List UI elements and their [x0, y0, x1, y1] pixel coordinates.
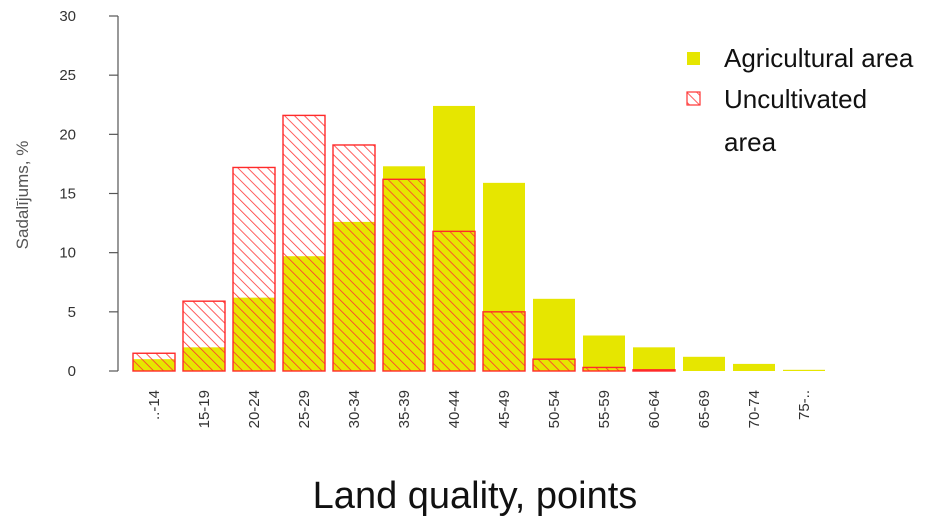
x-tick-label: 65-69 — [696, 390, 713, 428]
x-tick-label: 35-39 — [396, 390, 413, 428]
y-tick-label: 25 — [59, 67, 76, 84]
x-tick-label: ..-14 — [146, 390, 163, 420]
bar-uncultivated — [132, 352, 176, 372]
legend-label-agricultural: Agricultural area — [724, 43, 914, 73]
x-tick-label: 20-24 — [246, 390, 263, 428]
y-tick-label: 5 — [68, 304, 76, 321]
uncultivated-bars — [132, 114, 676, 372]
bar-agricultural — [683, 356, 725, 371]
bar-agricultural — [783, 369, 825, 371]
x-tick-label: 75-.. — [796, 390, 813, 420]
legend-label-uncultivated-line2: area — [724, 127, 777, 157]
bar-agricultural — [633, 347, 675, 371]
bar-uncultivated — [382, 178, 426, 372]
x-tick-labels: ..-14 15-19 20-24 25-29 30-34 35-39 40-44 45-49… — [146, 390, 813, 428]
y-tick-label: 0 — [68, 363, 76, 380]
bar-uncultivated — [282, 114, 326, 372]
y-tick-label: 15 — [59, 186, 76, 203]
y-axis: 0 5 10 15 20 25 30 Sadalījums, % — [13, 8, 119, 380]
bar-uncultivated — [232, 166, 276, 372]
legend-swatch-agricultural — [687, 52, 700, 65]
legend-label-uncultivated: Uncultivated area — [724, 84, 874, 157]
x-tick-label: 55-59 — [596, 390, 613, 428]
x-tick-label: 30-34 — [346, 390, 363, 428]
bar-uncultivated — [432, 230, 476, 372]
bar-agricultural — [733, 363, 775, 371]
y-axis-title: Sadalījums, % — [13, 141, 32, 250]
legend-swatch-uncultivated — [686, 91, 701, 106]
x-axis-title: Land quality, points — [313, 475, 638, 517]
bar-uncultivated — [332, 144, 376, 372]
bar-uncultivated — [182, 300, 226, 372]
bar-uncultivated — [482, 311, 526, 372]
y-ticks: 0 5 10 15 20 25 30 — [59, 8, 118, 380]
x-tick-label: 15-19 — [196, 390, 213, 428]
x-tick-label: 70-74 — [746, 390, 763, 428]
x-tick-label: 60-64 — [646, 390, 663, 428]
x-tick-label: 40-44 — [446, 390, 463, 428]
bar-uncultivated — [632, 369, 676, 372]
y-tick-label: 10 — [59, 245, 76, 262]
legend-label-uncultivated-line1: Uncultivated — [724, 84, 867, 114]
bar-uncultivated — [532, 358, 576, 372]
y-tick-label: 20 — [59, 126, 76, 143]
bar-uncultivated — [582, 366, 626, 372]
x-tick-label: 50-54 — [546, 390, 563, 428]
x-tick-label: 45-49 — [496, 390, 513, 428]
bar-agricultural — [583, 335, 625, 371]
legend: Agricultural area Uncultivated area — [686, 43, 914, 157]
y-tick-label: 30 — [59, 8, 76, 25]
x-tick-label: 25-29 — [296, 390, 313, 428]
